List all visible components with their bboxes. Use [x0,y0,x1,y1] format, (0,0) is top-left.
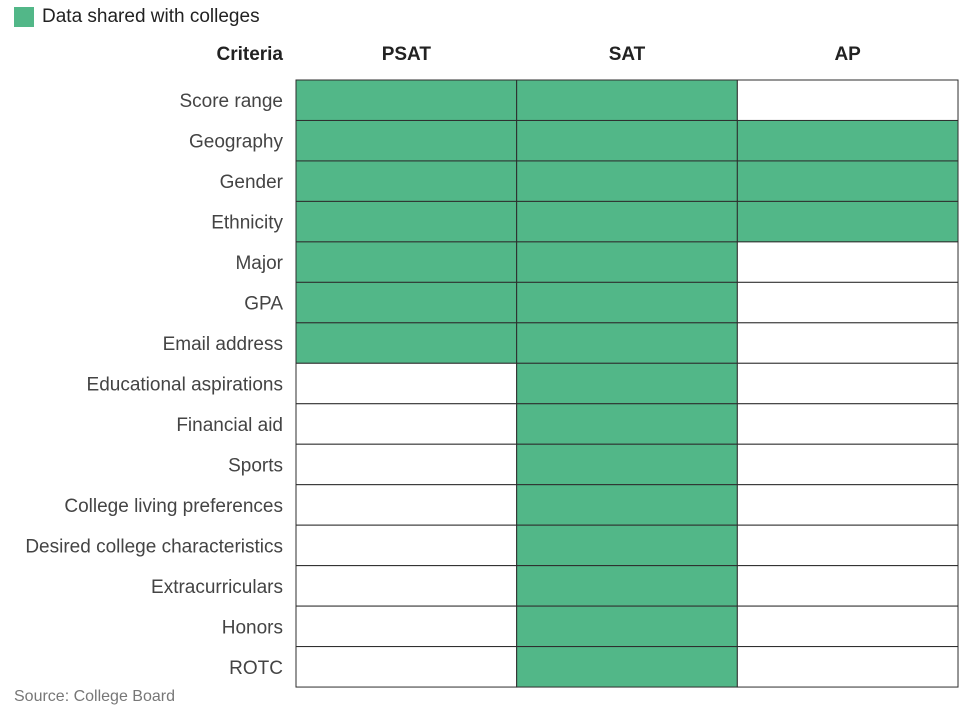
legend-label: Data shared with colleges [42,6,260,27]
cell-psat-shared [295,160,518,202]
cell-ap-not-shared [736,79,959,121]
cell-psat-not-shared [295,403,518,445]
cell-ap-shared [736,200,959,243]
row-label: Score range [179,91,283,112]
cell-sat-shared [516,646,738,688]
cell-sat-shared [516,605,738,648]
row-label: Gender [220,172,284,193]
cell-ap-not-shared [736,322,959,364]
row-label: GPA [244,294,283,315]
cell-sat-shared [516,200,738,243]
cell-sat-shared [516,322,738,364]
cell-ap-not-shared [736,565,959,607]
cell-sat-shared [516,362,738,405]
cell-sat-shared [516,443,738,486]
cell-psat-shared [295,119,518,162]
cell-ap-not-shared [736,362,959,405]
row-label: Major [235,253,283,274]
cell-psat-not-shared [295,646,518,688]
row-label: Sports [228,455,283,476]
row-label: ROTC [229,658,283,679]
cell-psat-not-shared [295,524,518,567]
row-label: Extracurriculars [151,577,283,598]
cell-sat-shared [516,241,738,283]
cell-psat-not-shared [295,565,518,607]
cell-psat-shared [295,241,518,283]
cell-sat-shared [516,524,738,567]
cell-sat-shared [516,484,738,526]
legend-swatch [14,7,34,27]
cell-psat-not-shared [295,605,518,648]
cell-ap-not-shared [736,605,959,648]
row-label: College living preferences [64,496,283,517]
cell-sat-shared [516,281,738,324]
cell-ap-shared [736,160,959,202]
cell-ap-shared [736,119,959,162]
cell-psat-shared [295,200,518,243]
cell-sat-shared [516,403,738,445]
row-label: Honors [222,617,283,638]
row-label: Email address [163,334,283,355]
cell-ap-not-shared [736,524,959,567]
source-note: Source: College Board [14,688,175,705]
row-label: Desired college characteristics [25,536,283,557]
cell-psat-shared [295,79,518,121]
row-label: Financial aid [176,415,283,436]
row-label: Ethnicity [211,213,283,234]
cell-ap-not-shared [736,443,959,486]
cell-psat-not-shared [295,362,518,405]
cell-psat-shared [295,322,518,364]
cell-sat-shared [516,160,738,202]
cell-sat-shared [516,119,738,162]
cell-psat-not-shared [295,484,518,526]
cell-ap-not-shared [736,646,959,688]
cell-psat-not-shared [295,443,518,486]
row-label: Educational aspirations [87,375,283,396]
cell-ap-not-shared [736,281,959,324]
cell-ap-not-shared [736,403,959,445]
row-label: Geography [189,132,284,153]
cell-ap-not-shared [736,241,959,283]
cell-ap-not-shared [736,484,959,526]
column-header-sat: SAT [608,44,646,65]
column-header-psat: PSAT [381,44,431,65]
column-header-ap: AP [834,44,861,65]
legend: Data shared with colleges [14,6,260,28]
cell-psat-shared [295,281,518,324]
criteria-header: Criteria [216,44,283,65]
cell-sat-shared [516,79,738,121]
cell-sat-shared [516,565,738,607]
